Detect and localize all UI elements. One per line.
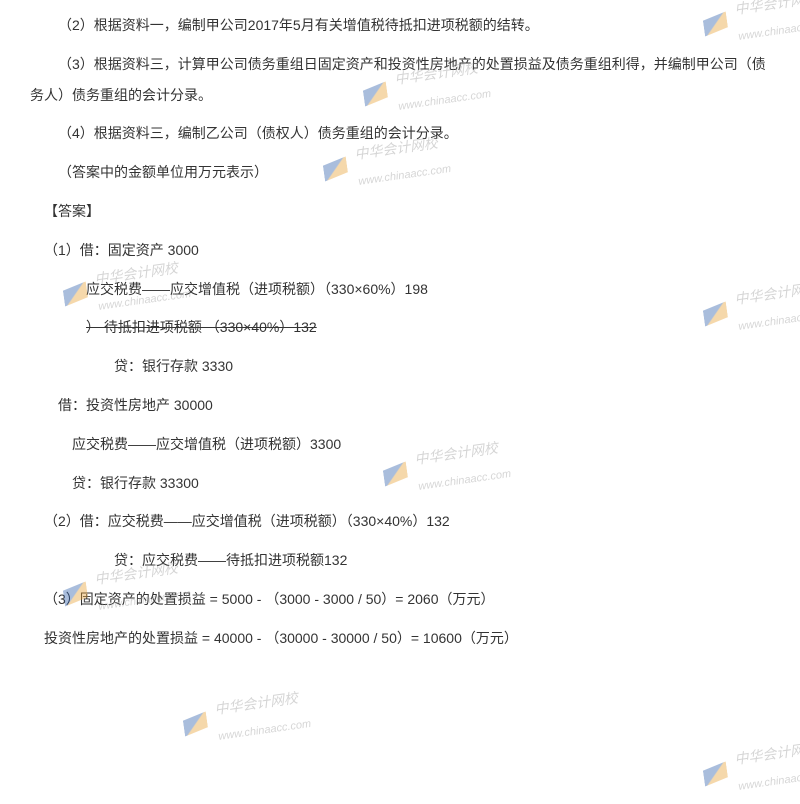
question-2: （2）根据资料一，编制甲公司2017年5月有关增值税待抵扣进项税额的结转。: [30, 10, 770, 41]
answer-1-line-7: 贷：银行存款 33300: [30, 468, 770, 499]
answer-label: 【答案】: [30, 196, 770, 227]
watermark: 中华会计网校 www.chinaacc.com: [697, 731, 800, 803]
strike-text: ） 待抵扣进项税额 （330×40%）132: [86, 319, 317, 335]
watermark-logo-icon: [699, 757, 733, 791]
watermark-logo-icon: [179, 707, 213, 741]
answer-1-line-3: ） 待抵扣进项税额 （330×40%）132: [30, 312, 770, 343]
watermark: 中华会计网校 www.chinaacc.com: [177, 681, 313, 753]
watermark-text: 中华会计网校 www.chinaacc.com: [212, 681, 312, 748]
answer-1-line-4: 贷：银行存款 3330: [30, 351, 770, 382]
answer-3-line-2: 投资性房地产的处置损益 = 40000 - （30000 - 30000 / 5…: [30, 623, 770, 654]
question-note: （答案中的金额单位用万元表示）: [30, 157, 770, 188]
watermark-text: 中华会计网校 www.chinaacc.com: [732, 731, 800, 798]
answer-1-line-5: 借：投资性房地产 30000: [30, 390, 770, 421]
answer-1-line-6: 应交税费——应交增值税（进项税额）3300: [30, 429, 770, 460]
answer-2-line-1: （2）借：应交税费——应交增值税（进项税额）（330×40%）132: [30, 506, 770, 537]
answer-2-line-2: 贷：应交税费——待抵扣进项税额132: [30, 545, 770, 576]
question-4: （4）根据资料三，编制乙公司（债权人）债务重组的会计分录。: [30, 118, 770, 149]
answer-1-line-2: 应交税费——应交增值税（进项税额）（330×60%）198: [30, 274, 770, 305]
answer-1-line-1: （1）借：固定资产 3000: [30, 235, 770, 266]
answer-3-line-1: （3）固定资产的处置损益 = 5000 - （3000 - 3000 / 50）…: [30, 584, 770, 615]
question-3: （3）根据资料三，计算甲公司债务重组日固定资产和投资性房地产的处置损益及债务重组…: [30, 49, 770, 111]
